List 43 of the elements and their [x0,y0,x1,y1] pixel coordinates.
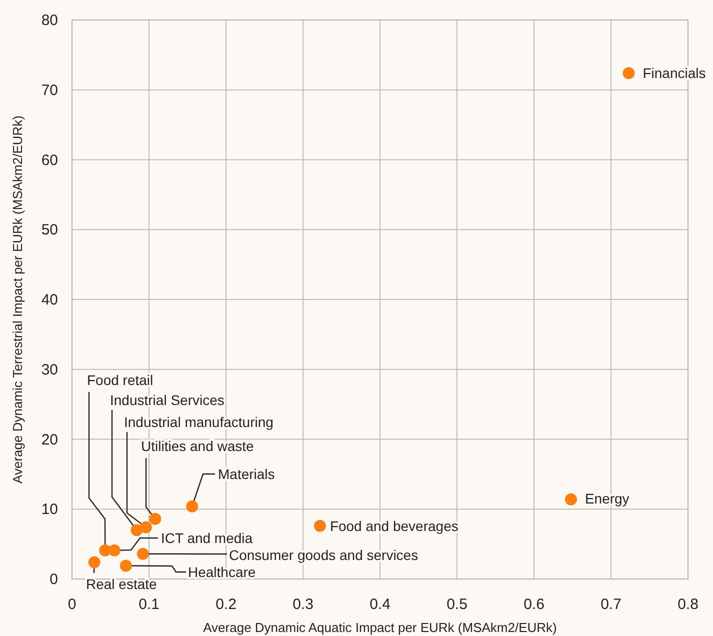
annotation: Materials [218,466,275,482]
x-tick-label: 0.6 [524,596,544,613]
y-tick-label: 30 [41,361,58,378]
annotation: Healthcare [188,564,256,580]
annotation: Real estate [86,576,158,592]
y-tick-label: 10 [41,501,58,518]
x-axis-title: Average Dynamic Aquatic Impact per EURk (MSAkm2/EURk) [203,620,557,635]
annotation: Industrial manufacturing [124,414,274,430]
annotation: Utilities and waste [141,438,254,454]
y-tick-label: 20 [41,431,58,448]
annotation: ICT and media [161,530,253,546]
annotation: Financials [642,65,706,82]
x-tick-label: 0.5 [446,596,468,613]
y-tick-label: 70 [41,82,58,99]
y-tick-label: 0 [50,571,58,588]
y-tick-label: 60 [41,152,58,169]
point [564,493,577,506]
x-tick-label: 0.4 [370,596,390,613]
x-tick-label: 0.7 [600,596,622,613]
annotation: Food retail [87,372,154,388]
x-tick-label: 0.8 [678,596,698,613]
annotation: Consumer goods and services [229,547,418,563]
point [314,520,326,532]
y-tick-label: 80 [41,12,58,29]
y-tick-label: 50 [41,222,58,239]
point [120,560,132,572]
y-tick-label: 40 [41,292,58,308]
point [88,556,100,568]
point [136,548,149,560]
annotation: Industrial Services [110,392,224,408]
x-tick-label: 0.2 [216,596,236,613]
point [140,521,152,534]
annotation: Food and beverages [330,518,458,534]
x-tick-label: 0.1 [138,596,160,613]
point [130,524,143,536]
point [186,500,198,512]
annotation: Energy [584,490,630,506]
point [149,512,162,525]
y-axis-title: Average Dynamic Terrestrial Impact per EURk (MSAkm2/EURk) [10,116,25,484]
point [622,67,635,80]
x-tick-label: 0 [68,596,76,613]
x-tick-label: 0.3 [292,596,314,613]
point [108,544,120,556]
